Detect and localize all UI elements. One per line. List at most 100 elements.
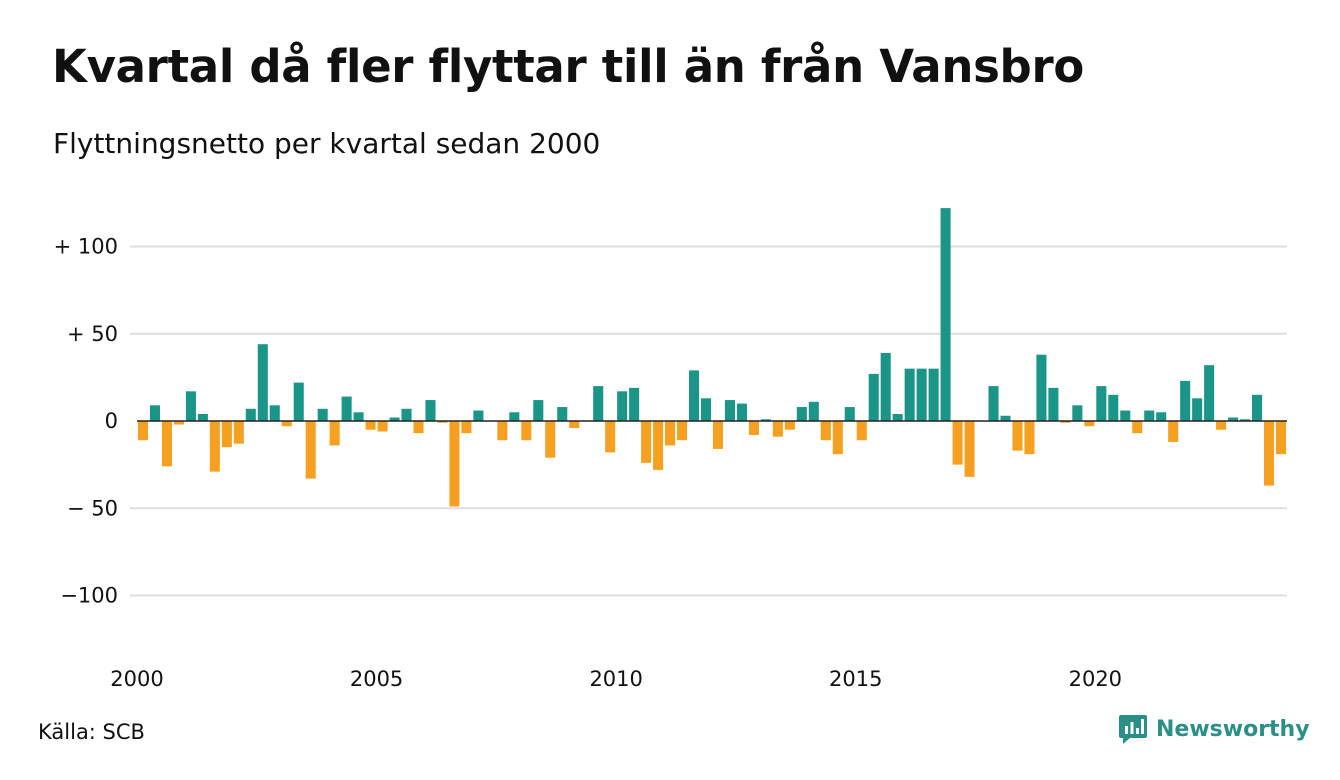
y-tick-label: + 50 [67,322,118,346]
bar [820,421,831,441]
bar [677,421,688,441]
bar [137,421,149,441]
y-tick-label: 0 [105,409,118,433]
bar [209,421,220,472]
bar [1192,398,1203,421]
bar [832,421,843,455]
bar [736,403,747,421]
bar [856,421,867,441]
bar [317,408,328,421]
bar [437,421,448,423]
bar [401,408,412,421]
bar [964,421,975,477]
bar [545,421,556,458]
bar [904,368,915,421]
bar [808,401,819,422]
bar [868,373,879,421]
bar [1216,421,1227,430]
y-tick-label: + 100 [54,235,118,259]
bar [1228,417,1239,421]
bar [1084,421,1095,427]
chart-speech-bubble-icon [1119,715,1147,744]
bar [952,421,963,465]
bar [389,417,400,421]
bar [892,414,903,421]
bar [700,398,712,421]
bar [257,344,268,421]
brand-name: Newsworthy [1156,716,1310,742]
bar [748,421,759,435]
bar [533,400,544,421]
bar [293,382,304,421]
bar [305,421,316,479]
bar [281,421,292,427]
bar [461,421,472,434]
bar [940,208,951,421]
bar [1000,415,1011,421]
x-tick-label: 2010 [589,667,642,691]
bar [988,386,999,421]
bar [1144,410,1155,421]
bar [665,421,676,446]
bar [1156,412,1167,421]
bar [173,421,184,425]
bars [137,208,1287,507]
bar [377,421,388,432]
bar [1060,421,1071,423]
bar [1096,386,1107,421]
bar [641,421,652,463]
bar [1120,410,1131,421]
bar [880,352,891,421]
bar [1132,421,1143,434]
bar [497,421,508,441]
bar [197,414,208,421]
bar [629,387,640,422]
bar [221,421,232,448]
bar [605,421,616,453]
bar [593,386,604,421]
bar [1264,421,1275,486]
bar [557,407,568,421]
bar [245,408,256,421]
brand-logo: Newsworthy [1118,713,1310,745]
bar [1180,380,1191,422]
bar [1108,394,1119,421]
y-tick-labels: + 100 + 50 0 − 50 −100 [54,235,118,608]
bar [329,421,340,446]
bar [928,368,939,421]
x-tick-label: 2020 [1069,667,1122,691]
bar-chart: + 100 + 50 0 − 50 −100 2000 2005 2010 2015 2020 [54,208,1287,691]
bar [413,421,424,434]
grid-lines [130,245,1287,597]
bar [1275,421,1287,455]
bar [1012,421,1023,451]
page-subtitle: Flyttningsnetto per kvartal sedan 2000 [53,127,601,160]
page-title: Kvartal då fler flyttar till än från Van… [52,40,1084,93]
bar [353,412,364,421]
x-tick-labels: 2000 2005 2010 2015 2020 [110,667,1122,691]
bar [653,421,664,470]
bar [365,421,376,430]
bar [1036,354,1047,421]
bar [449,421,460,507]
bar [269,405,280,422]
bar [509,412,520,421]
bar [569,421,580,428]
bar [425,400,436,421]
bar [1240,419,1251,421]
bar [149,405,160,422]
y-tick-label: −100 [60,584,118,608]
bar [1252,394,1263,421]
bar [772,421,783,437]
bar [724,400,735,421]
bar [1168,421,1179,442]
source-note: Källa: SCB [38,720,145,744]
bar [760,419,771,421]
bar [1204,365,1215,421]
bar [916,368,927,421]
bar [161,421,172,467]
bar [1072,405,1083,422]
bar [1024,421,1035,455]
y-tick-label: − 50 [67,496,118,520]
bar [784,421,795,430]
